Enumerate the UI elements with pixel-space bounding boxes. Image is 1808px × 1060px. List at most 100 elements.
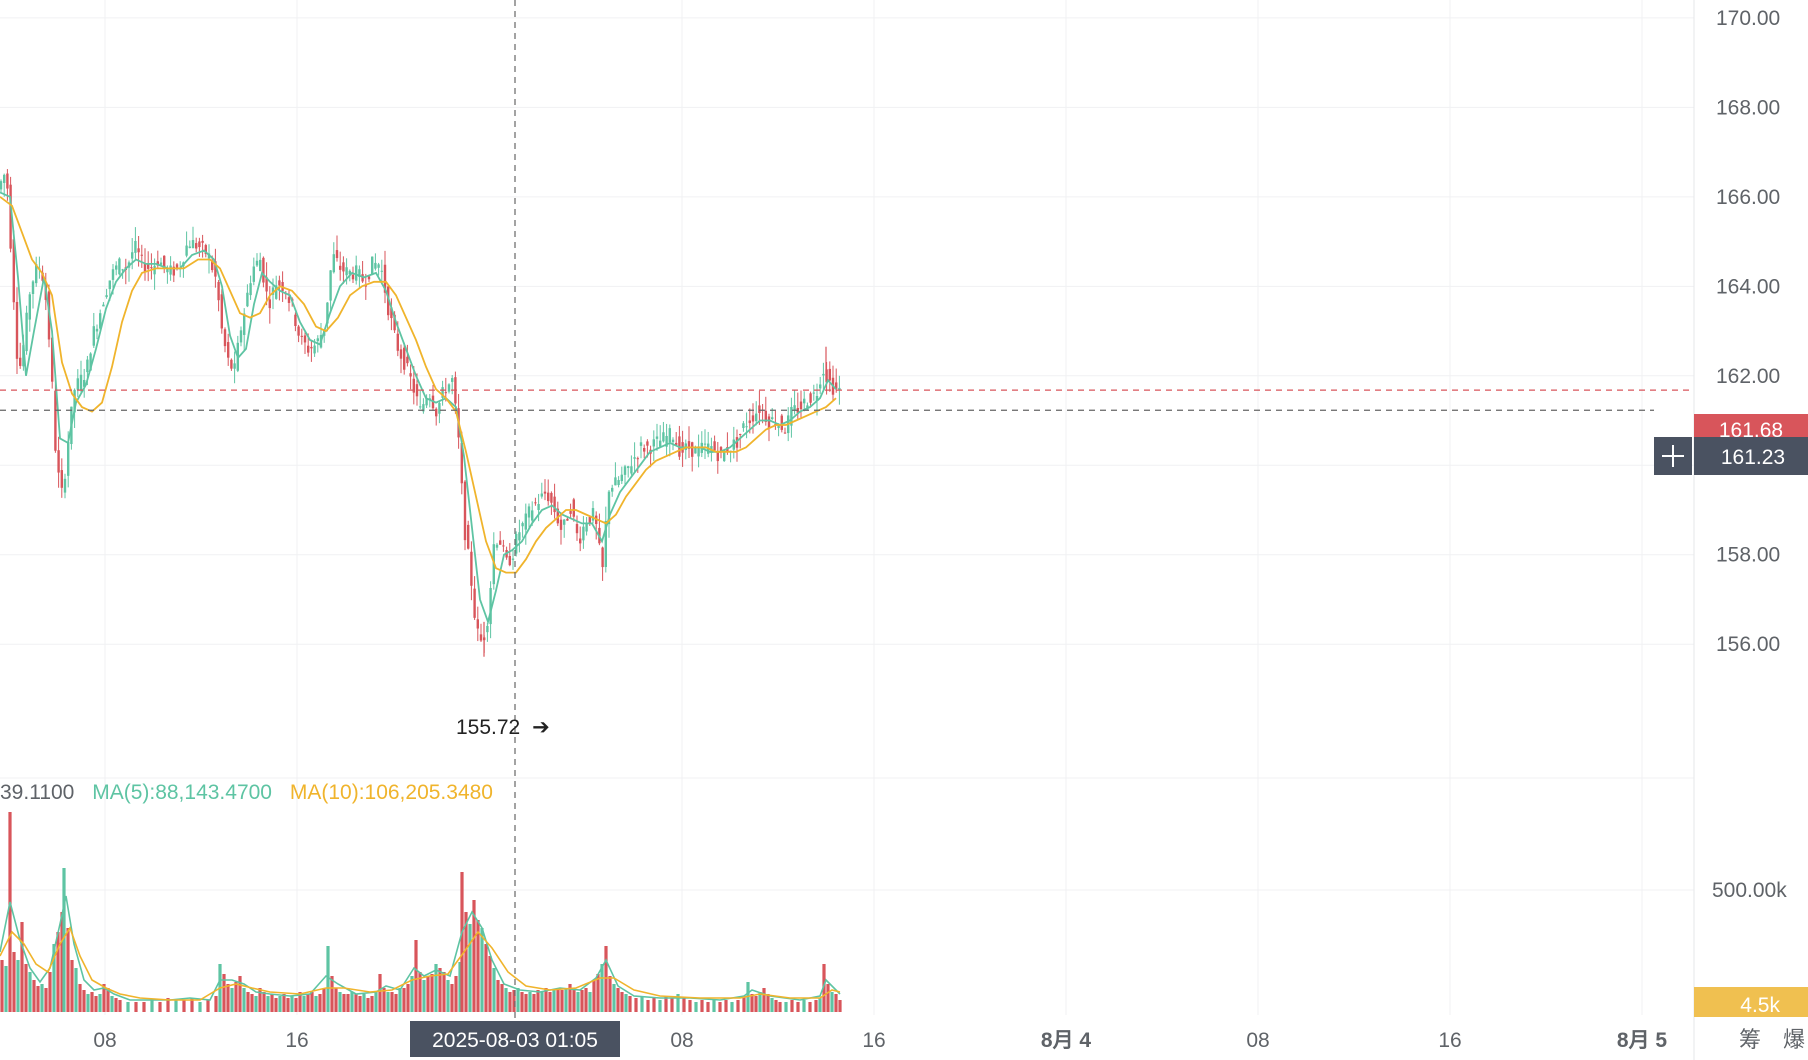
volume-bar [784,1002,788,1012]
volume-bar [480,928,484,1012]
volume-bar [114,998,118,1012]
candle-body [89,353,92,371]
candle-body [639,442,643,446]
candle [607,490,611,538]
volume-bar [766,994,770,1012]
candle-body [175,264,179,268]
price-tick-label: 156.00 [1716,633,1780,656]
candle-body [390,307,393,319]
candle [627,465,630,478]
candle-body [76,378,79,390]
candle-body [569,511,572,514]
candle-body [713,441,716,451]
low-price-label: 155.72 [456,716,520,739]
volume-bar [552,990,556,1012]
candle [387,284,390,321]
candle-body [438,403,441,414]
candle [508,543,511,567]
candle [668,424,671,457]
candle [95,324,99,340]
time-axis[interactable]: 08 16 08 16 8月 4 08 16 8月 5 [93,1029,1667,1052]
candle-body [463,481,467,541]
volume-bar [670,998,674,1012]
candle-body [297,326,300,336]
volume-bar [634,998,638,1012]
candle [803,391,806,412]
price-tick-label: 168.00 [1716,96,1780,119]
candle-body [620,474,623,482]
volume-bar [266,996,270,1012]
candle-body [783,432,787,434]
volume-bar [314,996,318,1012]
candle-body [364,285,367,287]
candle-body [255,260,259,266]
volume-bar [504,988,508,1012]
candle [486,622,489,642]
time-tick-label: 08 [670,1029,693,1052]
candle [367,276,371,283]
liquidation-button[interactable]: 爆 [1783,1027,1805,1052]
candle-body [262,257,265,283]
candle-body [316,338,319,342]
volume-bar [488,956,492,1012]
candle-body [527,506,531,518]
volume-bar [382,988,386,1012]
candle-body [419,406,422,408]
candle [819,376,822,395]
candle-body [767,416,771,429]
candle [335,235,339,262]
candle-body [755,413,758,422]
volume-bar [238,976,242,1012]
candle [25,305,28,355]
candle-body [643,448,646,452]
add-alert-button[interactable] [1654,437,1692,475]
grid-lines [0,0,1695,1060]
candle-body [607,491,611,525]
candle [223,327,227,353]
candle [614,462,617,486]
volume-bar [640,996,644,1012]
volume-bar [48,972,52,1012]
volume-bar [198,1002,202,1012]
volume-bar [520,992,524,1012]
candle-body [803,398,806,404]
volume-bar [628,996,632,1012]
candle-body [115,265,118,270]
candle [659,425,662,448]
volume-bar [40,984,44,1012]
volume-bar [110,996,114,1012]
candle-body [163,255,166,268]
last-price-label: 161.68 [1719,419,1783,442]
candle [639,436,643,459]
candle [268,286,271,324]
volume-bar [414,940,418,1012]
candle [687,426,691,458]
candle-body [147,263,150,269]
candle-body [275,285,278,299]
volume-bar [814,1000,818,1012]
candle-body [380,270,383,272]
candle-body [342,262,345,272]
crosshair-price-tag: 161.23 [1694,437,1808,475]
volume-bar [418,972,422,1012]
candle [643,444,646,459]
candle-body [790,406,793,426]
candle [812,384,815,401]
volume-bar [282,994,286,1012]
candle [703,429,707,459]
volume-bar [512,990,516,1012]
candle [473,576,476,620]
candle-body [367,276,371,280]
volume-bar [358,996,362,1012]
candle [537,493,540,522]
chips-button[interactable]: 筹 [1739,1027,1761,1052]
volume-tick-label: 500.00k [1712,879,1787,902]
volume-bar [808,1002,812,1012]
candle-body [633,457,636,459]
volume-bar [834,994,838,1012]
candle [697,434,700,468]
candle-body [31,281,35,295]
candle-body [489,587,492,625]
volume-bar [580,990,584,1012]
